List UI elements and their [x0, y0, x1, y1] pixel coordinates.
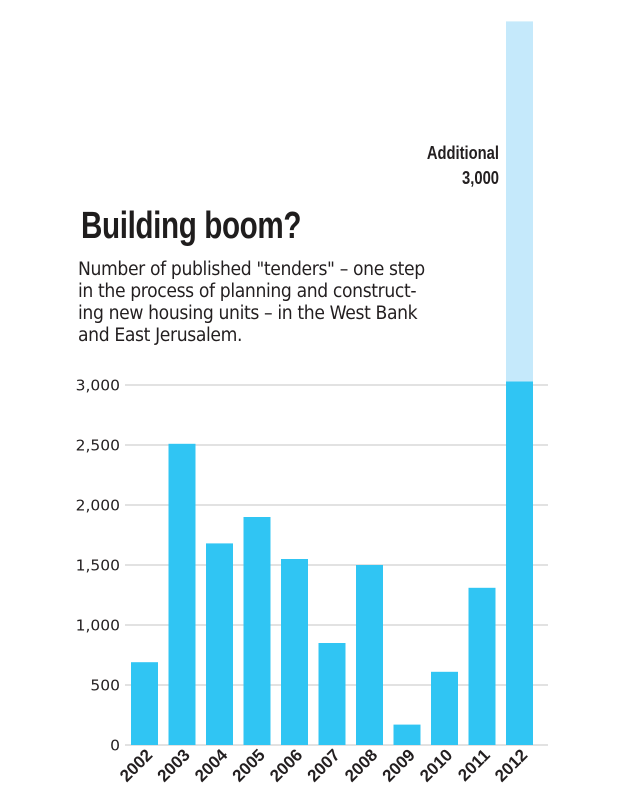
y-tick-label: 0 — [110, 737, 120, 755]
x-tick-label: 2005 — [229, 745, 269, 785]
bar-2004 — [206, 543, 233, 745]
x-tick-label: 2009 — [379, 745, 419, 785]
x-tick-label: 2006 — [266, 745, 306, 785]
x-tick-label: 2007 — [304, 745, 344, 785]
bars — [131, 21, 533, 745]
bar-2012 — [506, 381, 533, 745]
subtitle-line: in the process of planning and construct… — [78, 281, 417, 302]
x-tick-label: 2002 — [116, 745, 156, 785]
bar-2002 — [131, 662, 158, 745]
bar-2009 — [393, 724, 421, 745]
bar-2011 — [468, 587, 496, 745]
annotation-line: 3,000 — [462, 168, 499, 188]
additional-annotation: Additional 3,000 — [427, 141, 499, 191]
y-tick-label: 2,000 — [76, 497, 120, 515]
x-tick-label: 2010 — [416, 745, 456, 785]
y-tick-label: 500 — [90, 677, 120, 695]
y-tick-label: 1,000 — [76, 617, 120, 635]
y-axis-ticks: 0 500 1,000 1,500 2,000 2,500 3,000 — [76, 377, 120, 755]
chart-title: Building boom? — [81, 205, 302, 247]
y-tick-label: 3,000 — [76, 377, 120, 395]
bar-2010 — [431, 671, 458, 745]
subtitle-line: ing new housing units – in the West Bank — [78, 303, 418, 324]
bar-2008 — [356, 565, 383, 745]
x-tick-label: 2008 — [341, 745, 381, 785]
y-tick-label: 1,500 — [76, 557, 120, 575]
bar-2007 — [318, 643, 346, 745]
x-tick-label: 2011 — [454, 745, 494, 785]
bar-2005 — [243, 517, 271, 745]
chart-subtitle: Number of published "tenders" – one step… — [78, 259, 515, 347]
x-tick-label: 2003 — [154, 745, 194, 785]
bar-additional-2012 — [506, 21, 533, 382]
subtitle-line: and East Jerusalem. — [78, 325, 243, 346]
x-tick-label: 2012 — [491, 745, 531, 785]
subtitle-line: Number of published "tenders" – one step — [78, 259, 425, 280]
y-tick-label: 2,500 — [76, 437, 120, 455]
x-axis-ticks: 2002200320042005200620072008200920102011… — [116, 745, 531, 786]
bar-2003 — [168, 443, 196, 745]
bar-2006 — [281, 559, 308, 745]
x-tick-label: 2004 — [191, 745, 232, 786]
annotation-line: Additional — [426, 143, 499, 163]
